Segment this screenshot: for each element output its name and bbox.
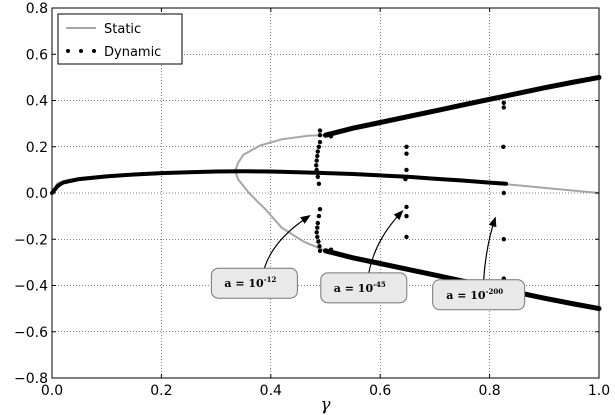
dynamic-point — [316, 239, 321, 244]
dynamic-point — [316, 144, 322, 149]
y-tick-label: −0.4 — [14, 279, 48, 295]
annotation-arrow — [263, 215, 311, 269]
dynamic-point — [317, 133, 323, 138]
x-tick-label: 0.8 — [478, 383, 500, 399]
x-tick-label: 0.0 — [41, 383, 63, 399]
legend-dynamic-swatch — [79, 49, 83, 53]
dynamic-point — [316, 181, 322, 186]
annotation-label: a = 10-45 — [334, 280, 386, 295]
y-tick-label: 0.2 — [26, 140, 48, 156]
annotation-label: a = 10-12 — [224, 275, 276, 290]
dynamic-point — [404, 204, 409, 210]
dynamic-point — [317, 248, 323, 253]
dynamic-point — [316, 213, 322, 219]
static-line-2 — [234, 170, 326, 252]
y-tick-label: 0.0 — [26, 186, 48, 202]
annotation-box — [320, 272, 408, 304]
annotation-arrow — [483, 216, 497, 280]
x-axis-label: γ — [320, 395, 331, 415]
dynamic-point — [501, 190, 506, 196]
y-tick-label: −0.8 — [14, 371, 48, 387]
legend-dynamic-label: Dynamic — [104, 45, 161, 60]
dynamic-point — [404, 167, 409, 173]
y-tick-label: 0.4 — [26, 94, 48, 110]
dynamic-point — [404, 144, 409, 149]
x-tick-label: 0.4 — [260, 383, 282, 399]
annotation-arrow — [368, 210, 404, 273]
dynamic-point — [501, 105, 506, 110]
annotation-0: a = 10-12 — [210, 215, 311, 299]
annotation-box — [210, 267, 298, 299]
dynamic-point — [315, 234, 320, 240]
annotation-box — [432, 279, 526, 311]
y-tick-label: 0.8 — [26, 1, 48, 17]
legend-dynamic-swatch — [92, 49, 96, 53]
dynamic-point — [314, 158, 319, 163]
dynamic-point — [314, 163, 319, 168]
axes — [51, 7, 600, 379]
dynamic-point — [501, 237, 506, 242]
dynamic-point — [315, 220, 320, 226]
static-line-1 — [234, 134, 326, 172]
dynamic-point — [314, 167, 319, 173]
dynamic-point — [314, 230, 319, 235]
y-tick-label: 0.6 — [26, 47, 48, 63]
dynamic-point — [501, 100, 506, 106]
dynamic-point — [403, 176, 408, 182]
dynamic-point — [317, 128, 323, 133]
dynamic-point — [315, 174, 320, 179]
dynamic-point — [317, 139, 323, 145]
dynamic-point — [328, 134, 334, 139]
dynamic-point — [404, 234, 409, 240]
legend-dynamic-swatch — [66, 49, 70, 53]
x-tick-label: 1.0 — [588, 383, 610, 399]
legend: Static Dynamic — [57, 13, 183, 65]
dynamic-point — [328, 247, 334, 252]
annotation-1: a = 10-45 — [320, 210, 408, 304]
legend-box — [57, 13, 183, 65]
dynamic-point — [404, 213, 409, 219]
dynamic-point — [315, 225, 320, 230]
dynamic-branch-1 — [323, 74, 602, 138]
dynamic-point — [501, 144, 506, 149]
dynamic-branch-0 — [50, 169, 508, 195]
annotation-label: a = 10-200 — [446, 287, 503, 302]
dynamic-point — [317, 207, 323, 212]
annotations: a = 10-12 a = 10-45 a = 10-200 — [210, 210, 526, 311]
dynamic-point — [315, 149, 320, 154]
x-tick-label: 0.2 — [150, 383, 172, 399]
dynamic-point — [404, 151, 409, 156]
legend-static-label: Static — [104, 22, 141, 37]
dynamic-point — [315, 153, 320, 159]
y-tick-label: −0.2 — [14, 232, 48, 248]
annotation-2: a = 10-200 — [432, 216, 526, 311]
dynamic-point — [317, 244, 322, 249]
y-tick-label: −0.6 — [14, 325, 48, 341]
x-tick-label: 0.6 — [369, 383, 391, 399]
tick-labels: 0.0 0.2 0.4 0.6 0.8 1.0 0.8 0.6 0.4 0.2 0.0 −0.2 −0.… — [14, 1, 610, 399]
